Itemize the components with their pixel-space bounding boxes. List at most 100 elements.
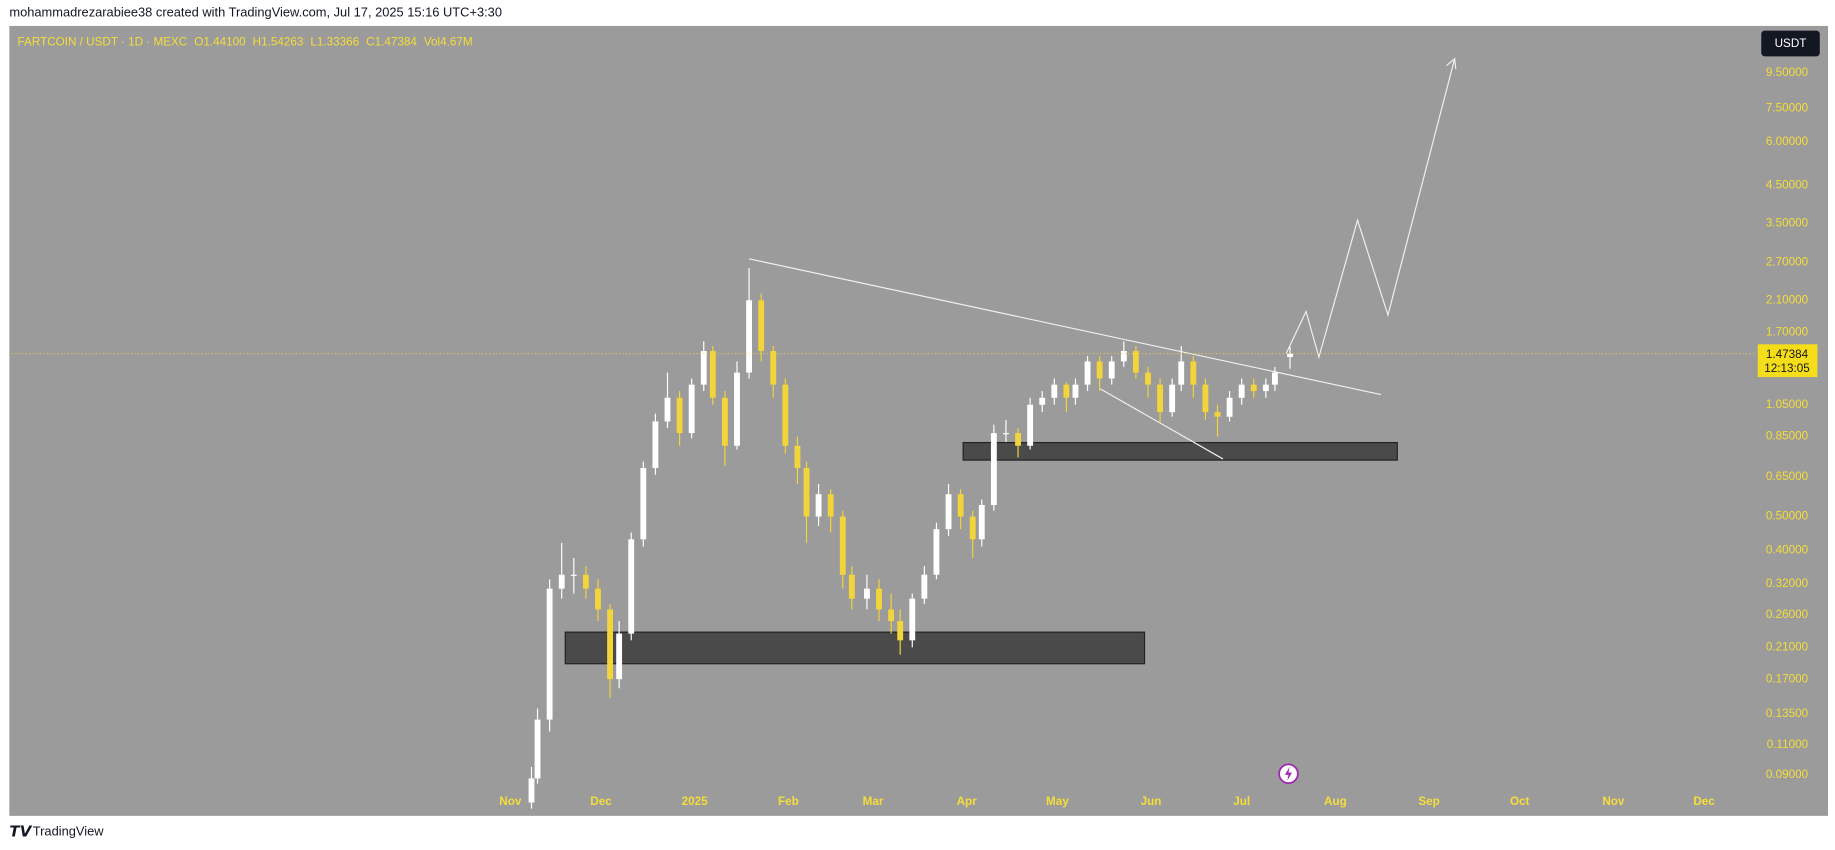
candle-body — [815, 494, 822, 517]
legend-key: O — [194, 35, 203, 48]
legend-value: 4.67M — [440, 35, 472, 48]
candle-body — [1226, 397, 1233, 417]
candle-body — [1003, 433, 1009, 435]
event-icon-bolt — [1284, 766, 1292, 781]
x-tick-label: Dec — [1693, 795, 1715, 808]
y-tick-label: 7.50000 — [1766, 102, 1809, 115]
candle-body — [794, 445, 801, 469]
y-tick-label: 3.50000 — [1766, 216, 1809, 229]
candle-body — [1027, 404, 1034, 446]
zone-box — [962, 441, 1398, 461]
candle-body — [700, 351, 707, 385]
candle-body — [969, 516, 976, 540]
currency-label[interactable]: USDT — [1775, 37, 1807, 50]
candle-body — [1271, 372, 1278, 385]
x-tick-label: Nov — [499, 795, 522, 808]
candle-body — [758, 300, 765, 352]
legend-value: 1.33366 — [317, 35, 359, 48]
candle-body — [782, 384, 789, 446]
candle-body — [528, 778, 535, 803]
candle-body — [1238, 384, 1245, 398]
candle-body — [848, 574, 855, 599]
y-tick-label: 0.17000 — [1766, 672, 1809, 685]
candle-body — [1015, 433, 1021, 446]
y-tick-label: 0.13500 — [1766, 707, 1809, 720]
candle-body — [909, 598, 916, 641]
candle-body — [1169, 384, 1176, 413]
candle-body — [1096, 361, 1103, 379]
candle-body — [888, 609, 895, 622]
y-tick-label: 0.21000 — [1766, 640, 1809, 653]
x-tick-label: 2025 — [682, 795, 709, 808]
candle-body — [770, 351, 777, 385]
plot: 9.50000 7.50000 6.00000 4.50000 3.50000 2.700… — [11, 66, 1818, 809]
y-tick-label: 2.10000 — [1766, 293, 1809, 306]
candle-body — [1051, 384, 1058, 398]
y-tick-label: 6.00000 — [1766, 135, 1809, 148]
y-tick-label: 2.70000 — [1766, 256, 1809, 269]
symbol-title: FARTCOIN / USDT · 1D · MEXC — [18, 35, 188, 48]
countdown-label: 12:13:05 — [1764, 362, 1810, 375]
y-tick-label: 1.70000 — [1766, 325, 1809, 338]
arrow-head — [1446, 57, 1457, 70]
candle-body — [546, 588, 553, 720]
y-tick-label: 0.11000 — [1767, 738, 1809, 751]
candle-body — [640, 468, 647, 540]
candle-body — [721, 397, 728, 446]
candle-body — [628, 539, 635, 634]
candle-body — [1120, 351, 1127, 362]
candle-body — [1108, 361, 1115, 379]
x-tick-label: Dec — [590, 795, 612, 808]
candle-body — [1072, 384, 1079, 398]
candle-body — [534, 719, 541, 779]
logo: TradingView — [33, 824, 104, 839]
legend-key: C — [366, 35, 374, 48]
candle-body — [676, 397, 683, 434]
candle-body — [1063, 384, 1070, 398]
y-tick-label: 0.65000 — [1766, 470, 1809, 483]
y-tick-label: 9.50000 — [1766, 66, 1809, 79]
candle-body — [652, 421, 659, 469]
x-tick-label: Jul — [1233, 795, 1250, 808]
candle-body — [1145, 372, 1151, 385]
candle-body — [734, 372, 740, 446]
candle-body — [1084, 361, 1091, 385]
candle-body — [803, 468, 810, 517]
candle-body — [945, 494, 952, 530]
projection-path — [1285, 58, 1456, 360]
candle-body — [1214, 412, 1221, 417]
candle-body — [957, 494, 964, 517]
last-price-label: 1.47384 — [1766, 348, 1809, 361]
candle-body — [616, 633, 623, 680]
x-tick-label: Apr — [957, 795, 978, 808]
y-tick-label: 1.05000 — [1766, 398, 1809, 411]
last-price-tag — [1757, 344, 1818, 378]
candle-body — [839, 516, 846, 575]
candle-body — [582, 574, 589, 589]
candle-body — [1178, 361, 1185, 385]
x-tick-label: Aug — [1324, 795, 1347, 808]
trend-line — [748, 258, 1382, 396]
candle-body — [897, 621, 904, 641]
x-tick-label: Sep — [1418, 795, 1439, 808]
x-tick-label: Feb — [778, 795, 799, 808]
legend-value: 1.44100 — [203, 35, 246, 48]
legend-value: 1.47384 — [375, 35, 418, 48]
candle-body — [933, 529, 940, 575]
y-tick-label: 4.50000 — [1766, 179, 1809, 192]
candle-body — [570, 574, 577, 576]
y-tick-label: 0.50000 — [1766, 510, 1809, 523]
candle-body — [709, 351, 716, 398]
currency-button[interactable] — [1761, 30, 1820, 57]
legend-key: H — [253, 35, 261, 48]
candle-body — [607, 609, 613, 680]
candle-body — [1262, 384, 1269, 392]
candle-body — [664, 397, 671, 422]
y-tick-label: 0.40000 — [1766, 543, 1809, 556]
zone-box — [564, 631, 1146, 665]
attribution: mohammadrezarabiee38 created with Tradin… — [9, 4, 502, 19]
legend-key: L — [310, 35, 317, 48]
candle-body — [978, 504, 985, 540]
